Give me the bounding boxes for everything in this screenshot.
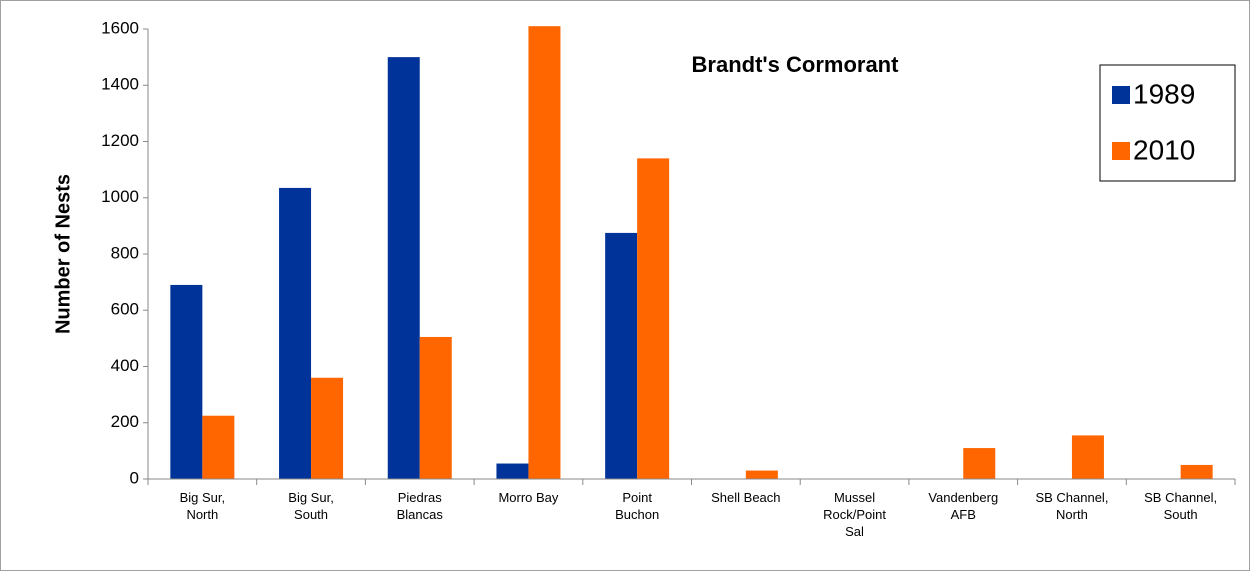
y-tick-label: 400 <box>111 356 139 375</box>
x-tick-label: Shell Beach <box>711 490 781 505</box>
legend-box <box>1099 64 1236 182</box>
y-tick-label: 800 <box>111 243 139 262</box>
y-tick-label: 200 <box>111 412 139 431</box>
x-tick-label: SB Channel, North <box>1035 490 1109 522</box>
bar <box>963 448 996 479</box>
x-tick-label: Mussel Rock/Point Sal <box>823 490 886 539</box>
x-tick-label: Morro Bay <box>498 490 559 505</box>
bar <box>1071 435 1104 479</box>
bar <box>745 470 778 479</box>
bar <box>202 415 235 479</box>
y-axis-label: Number of Nests <box>52 174 74 334</box>
bar <box>387 57 420 479</box>
bar <box>637 158 670 479</box>
legend-label: 2010 <box>1133 134 1195 165</box>
y-tick-label: 1000 <box>101 187 139 206</box>
x-tick-label: Big Sur, North <box>179 490 226 522</box>
bar <box>170 284 203 479</box>
y-tick-label: 1200 <box>101 131 139 150</box>
bar <box>605 232 638 479</box>
bar <box>1180 464 1213 479</box>
x-tick-label: Vandenberg AFB <box>928 490 999 522</box>
y-tick-label: 600 <box>111 300 139 319</box>
x-tick-label: Piedras Blancas <box>396 490 443 522</box>
y-tick-label: 0 <box>130 468 139 487</box>
bar <box>528 26 561 479</box>
chart-title: Brandt's Cormorant <box>692 52 900 77</box>
legend-swatch <box>1112 142 1130 160</box>
y-tick-label: 1600 <box>101 18 139 37</box>
legend-label: 1989 <box>1133 78 1195 109</box>
x-tick-label: Big Sur, South <box>288 490 334 522</box>
bar <box>311 377 344 479</box>
y-tick-label: 1400 <box>101 75 139 94</box>
x-tick-label: Point Buchon <box>615 490 660 522</box>
bar <box>496 463 529 479</box>
bar <box>419 336 452 479</box>
bar <box>279 187 312 479</box>
x-tick-label: SB Channel, South <box>1144 490 1218 522</box>
legend-swatch <box>1112 86 1130 104</box>
